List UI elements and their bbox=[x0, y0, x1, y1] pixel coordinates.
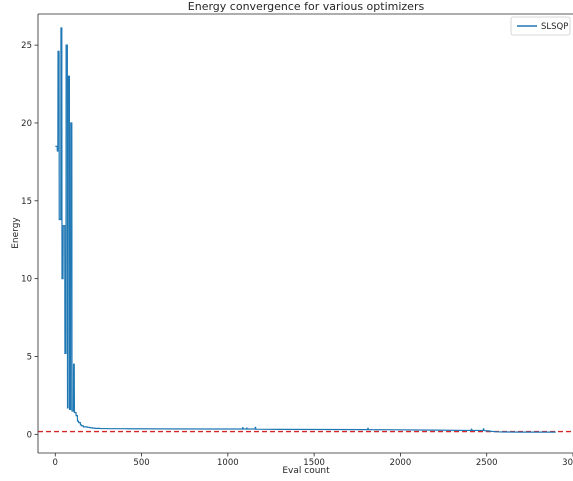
x-axis-ticks: 0 500 1000 1500 2000 2500 3000 bbox=[53, 453, 573, 468]
x-tick-label: 2000 bbox=[390, 458, 412, 468]
series-line-slsqp bbox=[55, 27, 556, 433]
plot-area bbox=[38, 14, 573, 453]
x-tick-label: 2500 bbox=[476, 458, 498, 468]
x-tick-label: 3000 bbox=[562, 458, 573, 468]
y-tick-label: 15 bbox=[21, 197, 32, 207]
x-tick-label: 1500 bbox=[303, 458, 325, 468]
y-axis-label: Energy bbox=[11, 217, 21, 249]
y-tick-label: 0 bbox=[27, 430, 32, 440]
legend: SLSQP bbox=[510, 16, 571, 36]
x-tick-label: 500 bbox=[133, 458, 149, 468]
series-layer bbox=[55, 27, 556, 433]
x-tick-label: 1000 bbox=[217, 458, 239, 468]
y-tick-label: 20 bbox=[21, 119, 32, 129]
y-axis-ticks: 0 5 10 15 20 25 bbox=[21, 41, 38, 440]
x-tick-label: 0 bbox=[53, 458, 58, 468]
chart-title: Energy convergence for various optimizer… bbox=[188, 0, 425, 13]
y-tick-label: 10 bbox=[21, 275, 32, 285]
legend-box bbox=[510, 16, 571, 36]
x-axis-label: Eval count bbox=[282, 466, 330, 476]
y-tick-label: 25 bbox=[21, 41, 32, 51]
y-tick-label: 5 bbox=[27, 352, 32, 362]
legend-label: SLSQP bbox=[541, 22, 568, 32]
